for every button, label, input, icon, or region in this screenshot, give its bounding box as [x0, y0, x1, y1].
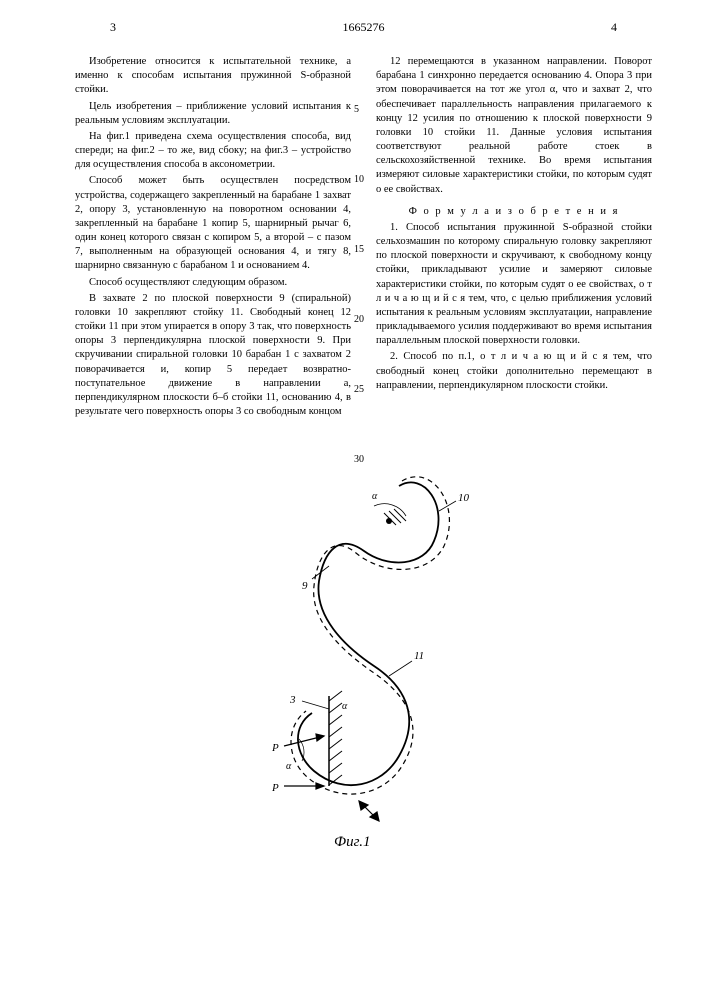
paragraph: Цель изобретения – приближение условий и…	[75, 100, 351, 128]
page-number-right: 4	[611, 20, 617, 35]
line-number: 25	[354, 383, 364, 397]
line-number: 10	[354, 173, 364, 187]
paragraph: 2. Способ по п.1, о т л и ч а ю щ и й с …	[376, 350, 652, 393]
paragraph: 1. Способ испытания пружинной S-образной…	[376, 221, 652, 349]
leader-line	[439, 501, 456, 511]
alpha-arc-top	[374, 504, 406, 516]
alpha-label: α	[286, 761, 292, 772]
paragraph: На фиг.1 приведена схема осуществления с…	[75, 130, 351, 173]
label-10: 10	[458, 492, 470, 504]
line-number: 20	[354, 313, 364, 327]
paragraph: В захвате 2 по плоской поверхности 9 (сп…	[75, 292, 351, 420]
p-label: P	[271, 782, 279, 794]
label-9: 9	[302, 580, 308, 592]
paragraph: 12 перемещаются в указанном направлении.…	[376, 55, 652, 197]
alpha-label: α	[372, 491, 378, 502]
line-number: 5	[354, 103, 359, 117]
pivot-point	[386, 518, 392, 524]
spring-dashed-path	[291, 477, 449, 794]
paragraph: Способ может быть осуществлен посредство…	[75, 174, 351, 273]
paragraph: Изобретение относится к испытательной те…	[75, 55, 351, 98]
figure-caption: Фиг.1	[334, 834, 370, 850]
p-label: P	[271, 742, 279, 754]
column-left: Изобретение относится к испытательной те…	[75, 55, 351, 421]
figure-svg: α 10 9 11 3 P	[224, 451, 484, 851]
line-number: 30	[354, 453, 364, 467]
document-number: 1665276	[343, 20, 385, 35]
label-3: 3	[289, 694, 296, 706]
leader-line	[389, 661, 412, 676]
hatch-support	[329, 691, 342, 785]
line-number: 15	[354, 243, 364, 257]
page-number-left: 3	[110, 20, 116, 35]
alpha-label: α	[342, 701, 348, 712]
paragraph: Способ осуществляют следующим образом.	[75, 276, 351, 290]
leader-line	[302, 701, 329, 709]
label-11: 11	[414, 650, 424, 662]
motion-arrow	[359, 801, 379, 821]
figure-1: α 10 9 11 3 P	[0, 451, 707, 856]
column-right: 5 10 15 20 25 30 12 перемещаются в указа…	[376, 55, 652, 421]
formula-heading: Ф о р м у л а и з о б р е т е н и я	[376, 205, 652, 219]
